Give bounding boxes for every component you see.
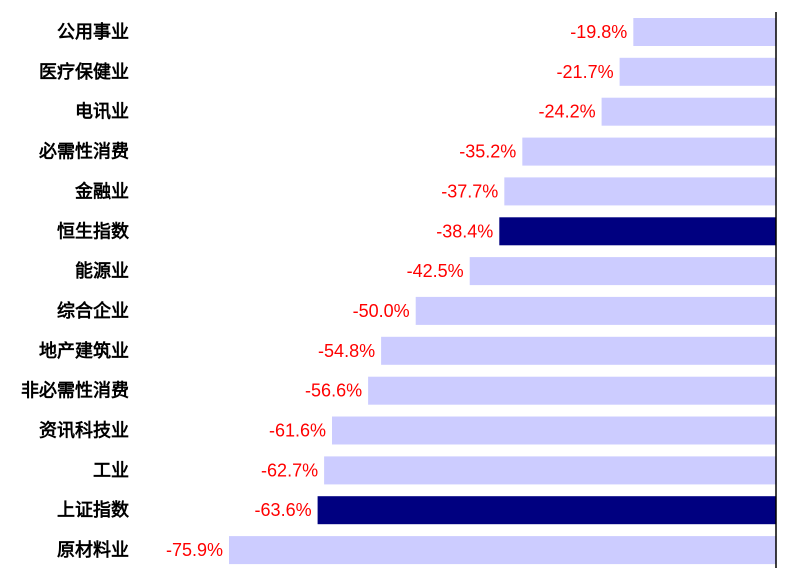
category-label-3: 必需性消费 <box>38 141 129 163</box>
bar-0 <box>633 18 776 46</box>
value-label-5: -38.4% <box>436 221 493 241</box>
bar-2 <box>601 97 776 126</box>
bar-11 <box>324 456 776 485</box>
value-label-10: -61.6% <box>269 421 326 441</box>
category-label-9: 非必需性消费 <box>21 380 129 402</box>
category-label-0: 公用事业 <box>57 21 129 43</box>
category-label-7: 综合企业 <box>57 300 129 322</box>
bar-9 <box>368 376 776 405</box>
bar-1 <box>619 57 776 86</box>
bar-3 <box>522 137 776 166</box>
value-label-0: -19.8% <box>570 22 627 42</box>
category-label-4: 金融业 <box>74 180 129 202</box>
value-labels-group: -19.8% -21.7% -24.2% -35.2% -37.7% -38.4% -42.… <box>166 22 627 560</box>
category-label-11: 工业 <box>93 460 129 481</box>
category-label-8: 地产建筑业 <box>39 340 129 362</box>
value-label-2: -24.2% <box>539 102 596 122</box>
bar-6 <box>469 257 776 286</box>
bar-5 <box>499 217 776 246</box>
value-label-8: -54.8% <box>318 341 375 361</box>
bar-7 <box>415 296 776 325</box>
category-label-1: 医疗保健业 <box>39 61 129 83</box>
category-label-5: 恒生指数 <box>57 220 130 242</box>
value-label-6: -42.5% <box>407 261 464 281</box>
bars-group <box>229 18 776 565</box>
bar-8 <box>381 336 776 365</box>
bar-4 <box>504 177 776 206</box>
value-label-1: -21.7% <box>557 62 614 82</box>
bar-12 <box>317 496 776 525</box>
bar-13 <box>229 536 776 565</box>
value-label-12: -63.6% <box>255 500 312 520</box>
category-label-12: 上证指数 <box>57 499 130 521</box>
category-label-6: 能源业 <box>75 260 129 282</box>
value-label-7: -50.0% <box>353 301 410 321</box>
value-label-9: -56.6% <box>305 381 362 401</box>
value-label-11: -62.7% <box>261 460 318 480</box>
category-label-2: 电讯业 <box>75 101 129 123</box>
category-label-10: 资讯科技业 <box>39 420 129 442</box>
category-label-13: 原材料业 <box>57 539 129 561</box>
value-label-13: -75.9% <box>166 540 223 560</box>
category-labels-group: 公用事业医疗保健业电讯业必需性消费金融业恒生指数能源业综合企业地产建筑业非必需性… <box>21 21 130 561</box>
value-label-4: -37.7% <box>441 181 498 201</box>
bar-10 <box>332 416 776 445</box>
value-label-3: -35.2% <box>459 142 516 162</box>
